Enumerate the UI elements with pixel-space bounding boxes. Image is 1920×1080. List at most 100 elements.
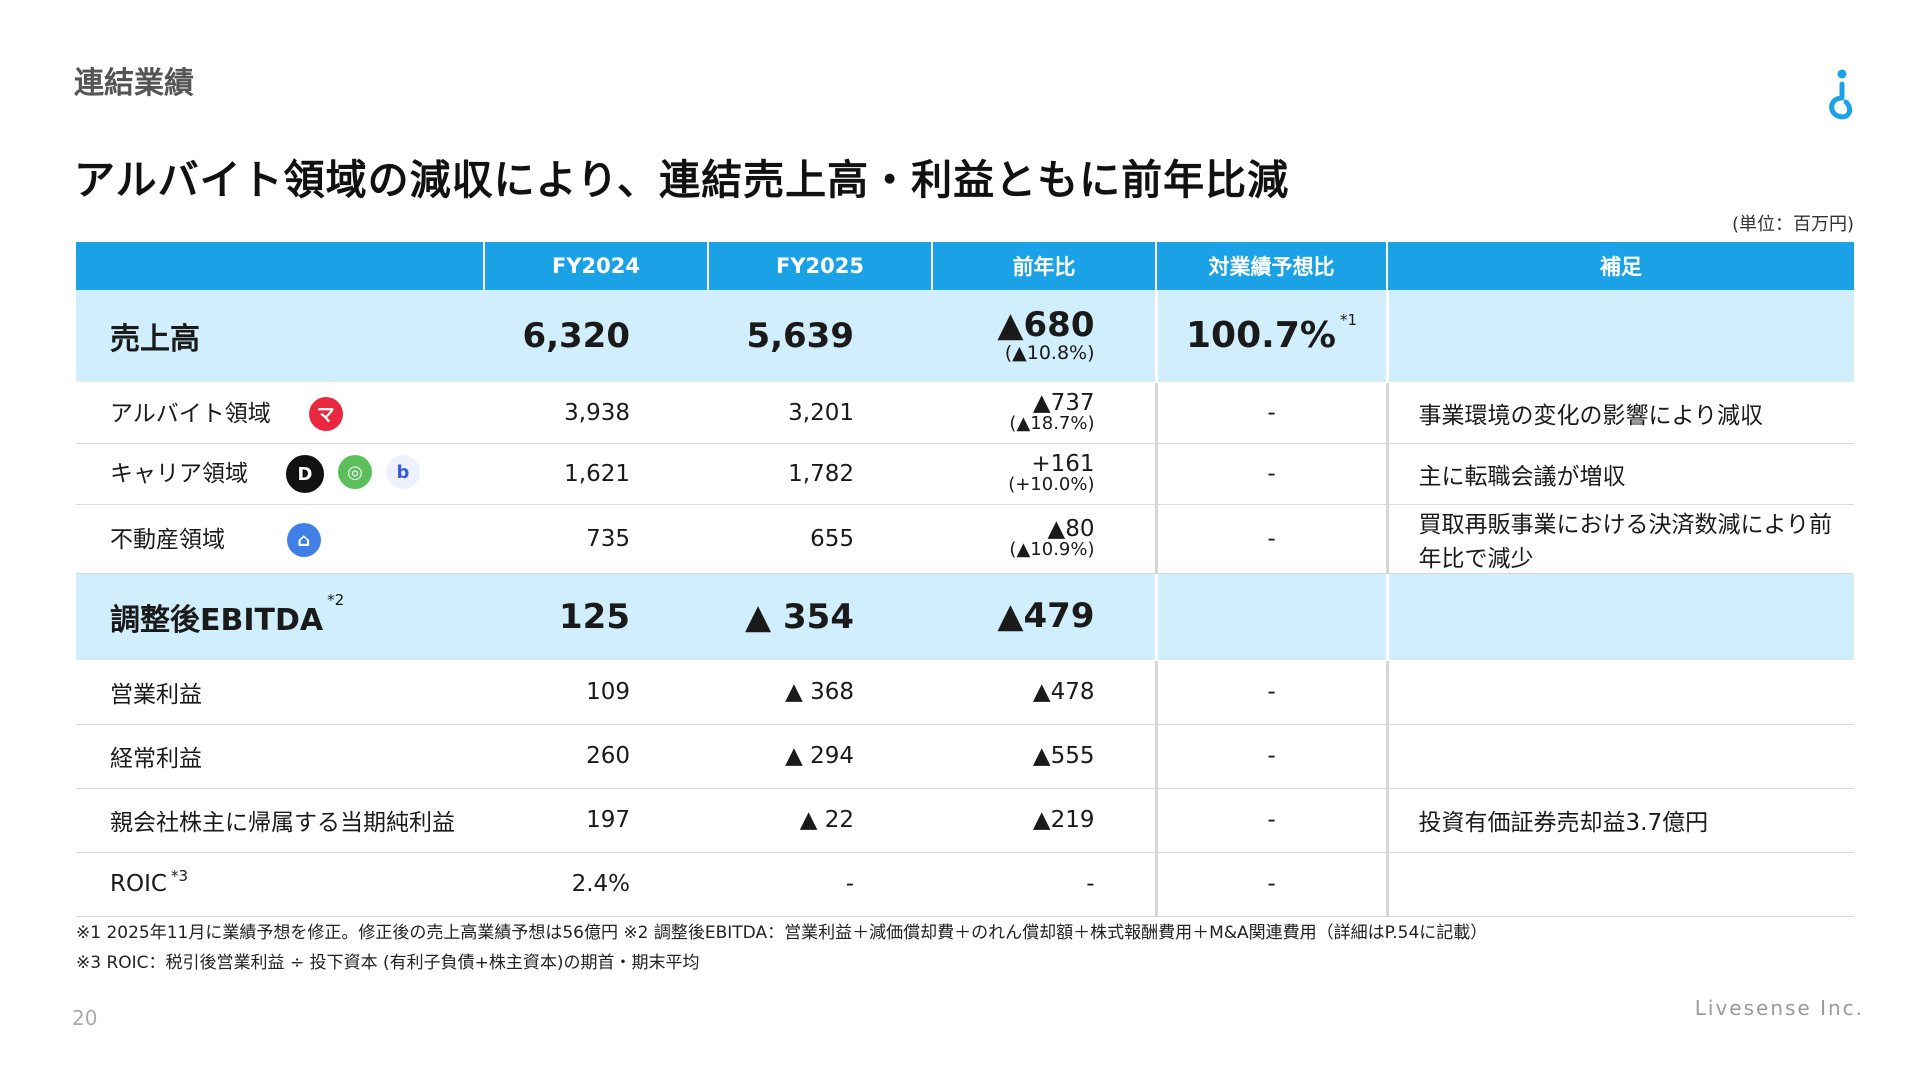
row-roic: ROIC *3 2.4% - - - (76, 852, 1854, 917)
cell-note (1385, 573, 1854, 661)
row-label: ROIC (110, 871, 167, 897)
col-header-yoy: 前年比 (931, 242, 1156, 290)
cell-fy2024: 109 (484, 660, 708, 725)
cell-vs-forecast: - (1154, 660, 1387, 725)
cell-fy2024: 6,320 (484, 290, 708, 383)
row-realestate: 不動産領域 ⌂ 735 655 ▲80 (▲10.9%) - 買取再販事業における決… (76, 504, 1854, 574)
row-label-cell: キャリア領域 D ◎ b (76, 443, 484, 505)
cell-fy2025: ▲ 22 (708, 788, 932, 853)
row-label-cell: アルバイト領域 マ (76, 382, 484, 444)
livesense-logo-icon (1829, 69, 1853, 120)
row-sales: 売上高 6,320 5,639 ▲680 (▲10.8%) 100.7% *1 (76, 290, 1854, 383)
row-label: 親会社株主に帰属する当期純利益 (76, 788, 484, 853)
cell-fy2025: 655 (708, 504, 932, 574)
footnote-1: ※1 2025年11月に業績予想を修正。修正後の売上高業績予想は56億円 ※2 … (76, 923, 1488, 943)
footnote-mark: *3 (170, 867, 188, 885)
yoy-value: ▲680 (997, 304, 1095, 345)
cell-fy2024: 260 (484, 724, 708, 789)
row-career: キャリア領域 D ◎ b 1,621 1,782 +161 (+10.0%) - 主に転… (76, 443, 1854, 505)
row-net-income: 親会社株主に帰属する当期純利益 197 ▲ 22 ▲219 - 投資有価証券売却… (76, 788, 1854, 853)
cell-note (1385, 724, 1854, 789)
cell-vs-forecast: - (1154, 788, 1387, 853)
cell-fy2025: ▲ 354 (708, 573, 932, 661)
company-name: Livesense Inc. (1694, 996, 1864, 1020)
cell-fy2024: 3,938 (484, 382, 708, 444)
row-label-cell: ROIC *3 (76, 852, 484, 917)
cell-yoy: - (932, 852, 1156, 917)
tenshoku-kaigi-icon: ◎ (338, 455, 372, 490)
cell-yoy: ▲555 (932, 724, 1156, 789)
page-title: アルバイト領域の減収により、連結売上高・利益ともに前年比減 (74, 156, 1290, 204)
cell-note: 主に転職会議が増収 (1385, 443, 1854, 505)
cell-vs-forecast: 100.7% *1 (1154, 290, 1387, 383)
doda-icon: D (286, 455, 324, 494)
cell-yoy: +161 (+10.0%) (932, 443, 1156, 505)
cell-vs-forecast (1154, 573, 1387, 661)
cell-note (1385, 290, 1854, 383)
unit-note: (単位：百万円) (1731, 214, 1854, 235)
cell-fy2025: 1,782 (708, 443, 932, 505)
cell-vs-forecast: - (1154, 504, 1387, 574)
cell-fy2024: 197 (484, 788, 708, 853)
cell-fy2025: ▲ 368 (708, 660, 932, 725)
row-label: 不動産領域 (110, 526, 225, 553)
col-header-note: 補足 (1386, 242, 1854, 290)
col-header-fy2025: FY2025 (707, 242, 932, 290)
cell-fy2025: - (708, 852, 932, 917)
row-label-cell: 不動産領域 ⌂ (76, 504, 484, 574)
yoy-pct: (+10.0%) (1008, 474, 1095, 496)
cell-note (1385, 660, 1854, 725)
row-label: 売上高 (76, 290, 484, 383)
footnote-mark: *2 (327, 590, 345, 609)
vs-forecast-value: 100.7% (1186, 315, 1336, 357)
cell-yoy: ▲219 (932, 788, 1156, 853)
financial-table: FY2024 FY2025 前年比 対業績予想比 補足 売上高 6,320 5,… (76, 242, 1854, 917)
ie-icon: ⌂ (287, 523, 321, 558)
row-ebitda: 調整後EBITDA*2 125 ▲ 354 ▲479 (76, 573, 1854, 661)
cell-vs-forecast: - (1154, 443, 1387, 505)
cell-note: 投資有価証券売却益3.7億円 (1385, 788, 1854, 853)
footnote-mark: *1 (1339, 311, 1357, 330)
cell-note: 事業環境の変化の影響により減収 (1385, 382, 1854, 444)
yoy-pct: (▲18.7%) (1009, 413, 1095, 435)
col-header-label (76, 242, 484, 290)
col-header-vs-forecast: 対業績予想比 (1155, 242, 1387, 290)
row-baito: アルバイト領域 マ 3,938 3,201 ▲737 (▲18.7%) - 事業環境… (76, 382, 1854, 444)
row-label: 経常利益 (76, 724, 484, 789)
row-ordinary-income: 経常利益 260 ▲ 294 ▲555 - (76, 724, 1854, 789)
yoy-pct: (▲10.8%) (1004, 341, 1095, 364)
yoy-value: ▲80 (1047, 515, 1095, 542)
cell-yoy: ▲479 (932, 573, 1156, 661)
cell-fy2025: 3,201 (708, 382, 932, 444)
cell-fy2024: 125 (484, 573, 708, 661)
table-header: FY2024 FY2025 前年比 対業績予想比 補足 (76, 242, 1854, 290)
cell-fy2024: 1,621 (484, 443, 708, 505)
footnote-2: ※3 ROIC：税引後営業利益 ÷ 投下資本 (有利子負債+株主資本)の期首・期… (76, 953, 700, 973)
cell-yoy: ▲737 (▲18.7%) (932, 382, 1156, 444)
cell-fy2025: 5,639 (708, 290, 932, 383)
cell-fy2025: ▲ 294 (708, 724, 932, 789)
cell-note (1385, 852, 1854, 917)
row-operating-income: 営業利益 109 ▲ 368 ▲478 - (76, 660, 1854, 725)
yoy-pct: (▲10.9%) (1009, 539, 1095, 561)
cell-note: 買取再販事業における決済数減により前年比で減少 (1385, 504, 1854, 574)
row-label-cell: 調整後EBITDA*2 (76, 573, 484, 661)
row-label: 営業利益 (76, 660, 484, 725)
cell-yoy: ▲680 (▲10.8%) (932, 290, 1156, 383)
page-number: 20 (72, 1006, 98, 1030)
row-label: キャリア領域 (110, 460, 248, 487)
yoy-value: +161 (1031, 450, 1095, 477)
section-label: 連結業績 (74, 66, 194, 101)
cell-vs-forecast: - (1154, 852, 1387, 917)
row-label: 調整後EBITDA (110, 602, 324, 638)
machbaito-icon: マ (308, 397, 343, 432)
cell-fy2024: 2.4% (484, 852, 708, 917)
cell-vs-forecast: - (1154, 382, 1387, 444)
row-label: アルバイト領域 (110, 400, 271, 427)
cell-fy2024: 735 (484, 504, 708, 574)
cell-yoy: ▲478 (932, 660, 1156, 725)
cell-yoy: ▲80 (▲10.9%) (932, 504, 1156, 574)
yoy-value: ▲737 (1032, 389, 1095, 416)
cell-vs-forecast: - (1154, 724, 1387, 789)
col-header-fy2024: FY2024 (483, 242, 708, 290)
